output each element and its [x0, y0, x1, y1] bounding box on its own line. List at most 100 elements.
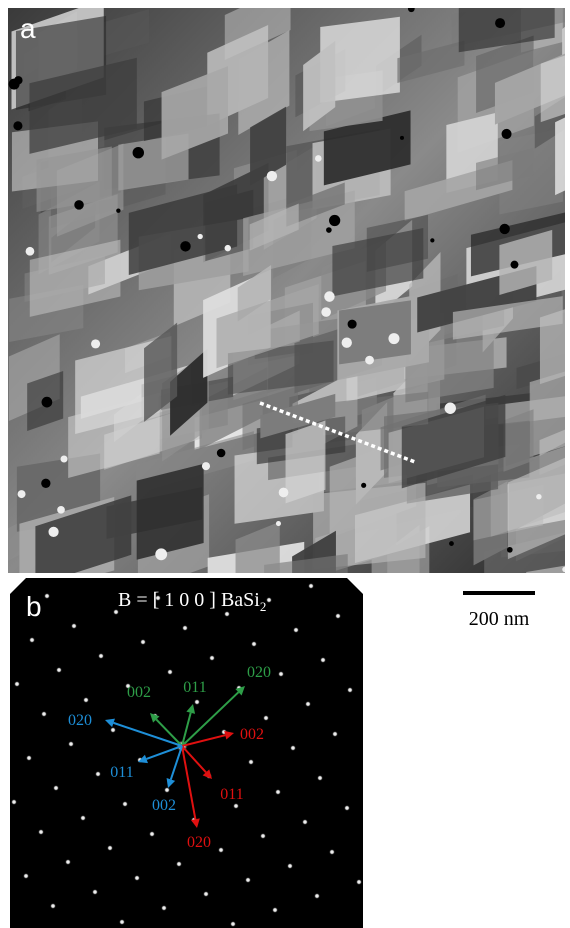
dislocation: [57, 506, 65, 514]
diffraction-spot: [266, 597, 272, 603]
title-text: B = [ 1 0 0 ] BaSi: [118, 589, 260, 611]
dislocation: [348, 320, 357, 329]
diffraction-spot: [272, 907, 278, 913]
diffraction-spot: [320, 657, 326, 663]
dislocation: [536, 494, 541, 499]
dislocation: [321, 307, 331, 317]
dislocation: [562, 567, 568, 573]
diffraction-spot: [161, 905, 167, 911]
diffraction-spot: [224, 611, 230, 617]
dislocation: [60, 455, 67, 462]
dislocation: [42, 397, 53, 408]
diffraction-spot: [329, 849, 335, 855]
reflection-label: 011: [220, 786, 243, 803]
dislocation: [499, 224, 509, 234]
diffraction-spot: [194, 699, 200, 705]
dislocation: [502, 129, 512, 139]
reflection-label: 020: [247, 664, 271, 681]
tem-image: [8, 0, 570, 635]
diffraction-spot: [314, 893, 320, 899]
diffraction-spot: [251, 641, 257, 647]
diffraction-spot: [248, 759, 254, 765]
diffraction-spot: [167, 669, 173, 675]
diffraction-spot: [332, 731, 338, 737]
diffraction-spot: [317, 775, 323, 781]
dislocation: [365, 356, 374, 365]
dislocation: [342, 338, 352, 348]
diffraction-spot: [230, 921, 236, 927]
reflection-label: 011: [110, 764, 133, 781]
diffraction-spot: [347, 687, 353, 693]
diffraction-spot: [44, 593, 50, 599]
dislocation: [445, 403, 456, 414]
dislocation: [74, 200, 84, 210]
diffraction-spot: [290, 745, 296, 751]
diffraction-spot: [278, 671, 284, 677]
scale-bar-label: 200 nm: [469, 608, 530, 630]
dislocation: [326, 227, 332, 233]
dislocation: [48, 527, 58, 537]
diffraction-spot: [233, 803, 239, 809]
diffraction-spot: [98, 653, 104, 659]
diffraction-spot: [29, 637, 35, 643]
diffraction-spot: [80, 815, 86, 821]
grain: [286, 420, 326, 503]
dislocation: [217, 449, 226, 458]
panel-label: a: [20, 13, 36, 44]
dislocation: [180, 241, 190, 251]
page: {"panels": [ {"label": "a"}, {"label": "…: [0, 0, 570, 928]
reflection-label: 002: [127, 684, 151, 701]
reflection-label: 002: [240, 726, 264, 743]
dislocation: [329, 215, 340, 226]
diffraction-spot: [305, 701, 311, 707]
diffraction-spot: [14, 681, 20, 687]
diffraction-spot: [149, 831, 155, 837]
diffraction-spot: [182, 625, 188, 631]
diffraction-spot: [263, 715, 269, 721]
diffraction-spot: [308, 583, 314, 589]
diffraction-spot: [203, 891, 209, 897]
diffraction-spot: [122, 801, 128, 807]
diffraction-spot: [287, 863, 293, 869]
dislocation: [400, 136, 404, 140]
diffraction-spot: [164, 787, 170, 793]
dislocation: [279, 488, 289, 498]
diffraction-pattern: 002011020002011020020011002: [10, 578, 363, 928]
dislocation: [430, 238, 434, 242]
figure: a 002011020002011020020011002 b B = [ 1 …: [0, 0, 570, 928]
dislocation: [9, 79, 20, 90]
diffraction-spot: [209, 655, 215, 661]
diffraction-spot: [38, 829, 44, 835]
diffraction-spot: [65, 859, 71, 865]
dislocation: [13, 121, 22, 130]
diffraction-spot: [11, 799, 17, 805]
diffraction-spot: [95, 771, 101, 777]
dislocation: [510, 261, 518, 269]
diffraction-spot: [26, 755, 32, 761]
reflection-label: 020: [68, 712, 92, 729]
dislocation: [116, 208, 120, 212]
diffraction-spot: [140, 639, 146, 645]
dislocation: [324, 291, 335, 302]
diffraction-spot: [83, 697, 89, 703]
diffraction-spot: [23, 873, 29, 879]
diffraction-spot: [71, 623, 77, 629]
dislocation: [267, 171, 277, 181]
dislocation: [276, 521, 281, 526]
diffraction-spot: [302, 819, 308, 825]
dislocation: [26, 247, 35, 256]
diffraction-spot: [92, 889, 98, 895]
dislocation: [361, 483, 366, 488]
dislocation: [202, 462, 210, 470]
dislocation: [155, 548, 167, 560]
diffraction-spot: [110, 727, 116, 733]
reflection-label: 002: [152, 797, 176, 814]
diffraction-spot: [335, 613, 341, 619]
grain: [339, 300, 411, 364]
dislocation: [388, 333, 399, 344]
dislocation: [91, 339, 100, 348]
diffraction-spot: [68, 741, 74, 747]
title-subscript: 2: [260, 599, 267, 614]
pattern-title: B = [ 1 0 0 ] BaSi2: [118, 589, 266, 614]
dislocation: [449, 541, 454, 546]
